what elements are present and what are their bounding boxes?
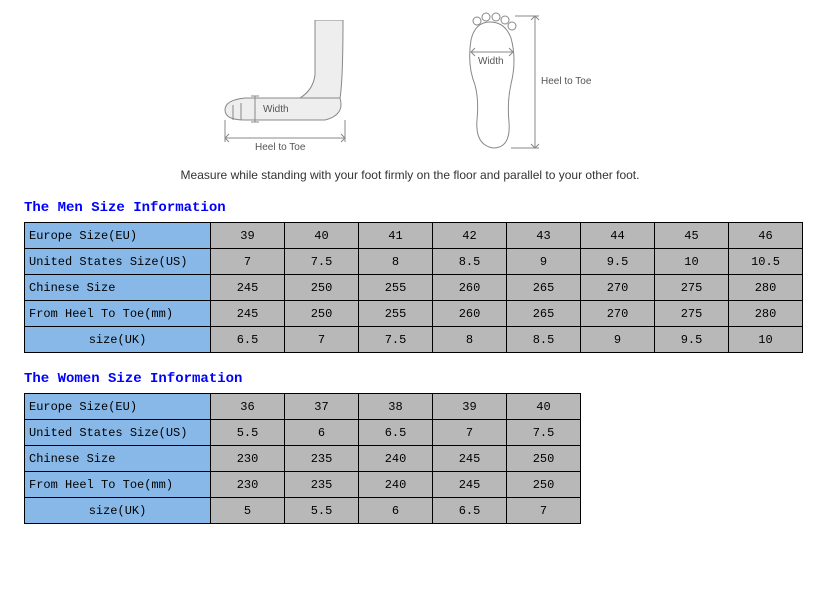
row-header: United States Size(US) bbox=[25, 249, 211, 275]
table-cell: 240 bbox=[359, 472, 433, 498]
table-cell: 245 bbox=[433, 472, 507, 498]
men-section-title: The Men Size Information bbox=[24, 200, 820, 216]
table-cell: 250 bbox=[507, 472, 581, 498]
table-cell: 230 bbox=[211, 446, 285, 472]
table-cell: 7.5 bbox=[285, 249, 359, 275]
table-cell: 42 bbox=[433, 223, 507, 249]
table-cell: 240 bbox=[359, 446, 433, 472]
table-row: size(UK) 5 5.5 6 6.5 7 bbox=[25, 498, 581, 524]
table-row: United States Size(US) 7 7.5 8 8.5 9 9.5… bbox=[25, 249, 803, 275]
row-header: Europe Size(EU) bbox=[25, 223, 211, 249]
row-header: size(UK) bbox=[25, 498, 211, 524]
table-cell: 7 bbox=[433, 420, 507, 446]
table-cell: 39 bbox=[433, 394, 507, 420]
side-heel-toe-label: Heel to Toe bbox=[255, 142, 306, 153]
table-cell: 275 bbox=[655, 301, 729, 327]
table-cell: 46 bbox=[729, 223, 803, 249]
top-width-label: Width bbox=[478, 56, 504, 67]
table-cell: 7.5 bbox=[359, 327, 433, 353]
row-header: From Heel To Toe(mm) bbox=[25, 301, 211, 327]
table-cell: 255 bbox=[359, 275, 433, 301]
table-cell: 5.5 bbox=[211, 420, 285, 446]
table-cell: 10.5 bbox=[729, 249, 803, 275]
table-cell: 250 bbox=[285, 301, 359, 327]
table-row: size(UK) 6.5 7 7.5 8 8.5 9 9.5 10 bbox=[25, 327, 803, 353]
table-cell: 9 bbox=[507, 249, 581, 275]
table-cell: 245 bbox=[211, 301, 285, 327]
table-row: From Heel To Toe(mm) 245 250 255 260 265… bbox=[25, 301, 803, 327]
table-cell: 230 bbox=[211, 472, 285, 498]
table-cell: 8 bbox=[359, 249, 433, 275]
table-cell: 43 bbox=[507, 223, 581, 249]
table-cell: 6.5 bbox=[211, 327, 285, 353]
table-cell: 8.5 bbox=[507, 327, 581, 353]
table-cell: 36 bbox=[211, 394, 285, 420]
row-header: From Heel To Toe(mm) bbox=[25, 472, 211, 498]
table-cell: 265 bbox=[507, 301, 581, 327]
table-cell: 45 bbox=[655, 223, 729, 249]
table-cell: 235 bbox=[285, 472, 359, 498]
table-row: Chinese Size 245 250 255 260 265 270 275… bbox=[25, 275, 803, 301]
table-cell: 245 bbox=[433, 446, 507, 472]
table-cell: 40 bbox=[507, 394, 581, 420]
table-cell: 7 bbox=[211, 249, 285, 275]
table-cell: 41 bbox=[359, 223, 433, 249]
table-cell: 8.5 bbox=[433, 249, 507, 275]
table-cell: 6.5 bbox=[433, 498, 507, 524]
table-cell: 40 bbox=[285, 223, 359, 249]
table-cell: 255 bbox=[359, 301, 433, 327]
row-header: size(UK) bbox=[25, 327, 211, 353]
table-cell: 7 bbox=[285, 327, 359, 353]
top-heel-toe-label: Heel to Toe bbox=[541, 76, 592, 87]
foot-side-diagram: Width Heel to Toe bbox=[205, 20, 405, 160]
table-cell: 5.5 bbox=[285, 498, 359, 524]
table-cell: 260 bbox=[433, 275, 507, 301]
table-cell: 270 bbox=[581, 301, 655, 327]
table-cell: 250 bbox=[285, 275, 359, 301]
table-cell: 250 bbox=[507, 446, 581, 472]
table-cell: 270 bbox=[581, 275, 655, 301]
row-header: Chinese Size bbox=[25, 275, 211, 301]
table-cell: 44 bbox=[581, 223, 655, 249]
men-size-table: Europe Size(EU) 39 40 41 42 43 44 45 46 … bbox=[24, 222, 803, 353]
table-cell: 10 bbox=[655, 249, 729, 275]
foot-diagram-area: Width Heel to Toe Width Heel to Toe bbox=[0, 0, 820, 160]
row-header: Europe Size(EU) bbox=[25, 394, 211, 420]
table-row: United States Size(US) 5.5 6 6.5 7 7.5 bbox=[25, 420, 581, 446]
table-cell: 260 bbox=[433, 301, 507, 327]
table-cell: 39 bbox=[211, 223, 285, 249]
table-cell: 7 bbox=[507, 498, 581, 524]
table-cell: 275 bbox=[655, 275, 729, 301]
table-cell: 9.5 bbox=[581, 249, 655, 275]
table-row: Chinese Size 230 235 240 245 250 bbox=[25, 446, 581, 472]
table-cell: 245 bbox=[211, 275, 285, 301]
side-width-label: Width bbox=[263, 104, 289, 115]
table-cell: 6 bbox=[285, 420, 359, 446]
diagram-caption: Measure while standing with your foot fi… bbox=[0, 168, 820, 182]
table-cell: 10 bbox=[729, 327, 803, 353]
row-header: United States Size(US) bbox=[25, 420, 211, 446]
table-cell: 9 bbox=[581, 327, 655, 353]
row-header: Chinese Size bbox=[25, 446, 211, 472]
table-cell: 9.5 bbox=[655, 327, 729, 353]
table-cell: 265 bbox=[507, 275, 581, 301]
table-cell: 5 bbox=[211, 498, 285, 524]
women-size-table: Europe Size(EU) 36 37 38 39 40 United St… bbox=[24, 393, 581, 524]
women-section-title: The Women Size Information bbox=[24, 371, 820, 387]
table-cell: 38 bbox=[359, 394, 433, 420]
table-cell: 280 bbox=[729, 301, 803, 327]
table-row: From Heel To Toe(mm) 230 235 240 245 250 bbox=[25, 472, 581, 498]
table-cell: 6 bbox=[359, 498, 433, 524]
table-cell: 280 bbox=[729, 275, 803, 301]
table-cell: 6.5 bbox=[359, 420, 433, 446]
table-row: Europe Size(EU) 39 40 41 42 43 44 45 46 bbox=[25, 223, 803, 249]
table-cell: 7.5 bbox=[507, 420, 581, 446]
table-cell: 235 bbox=[285, 446, 359, 472]
table-cell: 8 bbox=[433, 327, 507, 353]
table-cell: 37 bbox=[285, 394, 359, 420]
foot-top-diagram: Width Heel to Toe bbox=[445, 10, 615, 160]
table-row: Europe Size(EU) 36 37 38 39 40 bbox=[25, 394, 581, 420]
